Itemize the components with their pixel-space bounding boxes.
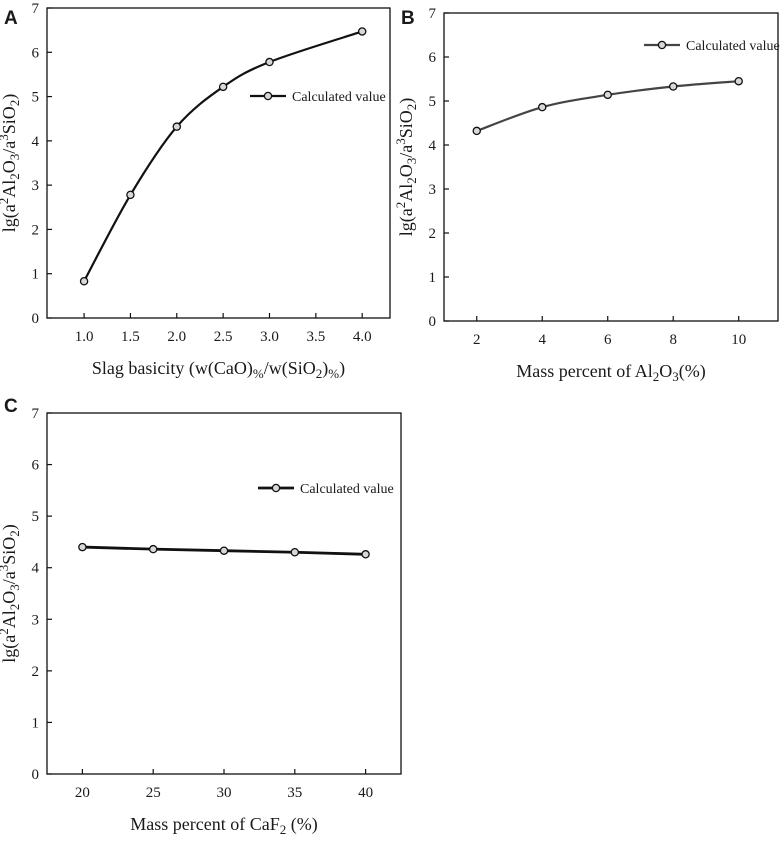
panel-letter-c: C — [4, 396, 18, 417]
x-tick-label: 4 — [538, 332, 546, 348]
y-tick-label: 0 — [32, 767, 40, 783]
x-tick-label: 2.0 — [167, 329, 186, 345]
data-point — [603, 90, 612, 100]
plot-frame — [443, 12, 779, 322]
x-tick-label: 1.0 — [75, 329, 94, 345]
y-tick-label: 1 — [32, 267, 40, 283]
x-tick-label: 35 — [287, 785, 302, 801]
y-axis-title: lg(a2Al2O3/a3SiO2) — [393, 98, 419, 237]
x-tick-label: 2 — [473, 332, 481, 348]
series-line — [476, 80, 739, 132]
x-tick-label: 10 — [731, 332, 746, 348]
data-point — [472, 126, 481, 136]
y-tick-label: 6 — [32, 458, 40, 474]
x-tick-label: 8 — [669, 332, 677, 348]
y-tick-label: 3 — [429, 182, 437, 198]
legend-label: Calculated value — [292, 90, 386, 105]
y-tick-label: 1 — [429, 270, 437, 286]
y-tick-label: 3 — [32, 612, 40, 628]
y-tick-label: 2 — [32, 664, 40, 680]
data-point — [265, 57, 274, 67]
y-tick-label: 0 — [429, 314, 437, 330]
y-tick-label: 4 — [429, 138, 437, 154]
data-point — [78, 542, 87, 552]
y-tick-label: 7 — [32, 1, 40, 17]
x-tick-label: 6 — [604, 332, 612, 348]
y-tick-label: 5 — [32, 509, 40, 525]
data-point — [79, 276, 89, 286]
data-point — [357, 27, 367, 36]
y-tick-label: 3 — [32, 178, 40, 194]
plot-frame — [46, 412, 402, 775]
x-tick-label: 3.0 — [260, 329, 279, 345]
data-point — [126, 190, 135, 200]
y-tick-label: 4 — [32, 561, 40, 577]
y-tick-label: 5 — [429, 94, 437, 110]
x-tick-label: 40 — [358, 785, 373, 801]
panel-a: A 0 1 2 3 4 5 6 7 1.0 1.5 2.0 2.5 3.0 3.5 4.0 Slag basic… — [0, 1, 391, 381]
x-tick-label: 2.5 — [214, 329, 233, 345]
legend-marker — [657, 40, 667, 50]
y-tick-label: 7 — [32, 406, 40, 422]
x-axis-title: Mass percent of CaF2 (%) — [130, 814, 317, 837]
data-point — [734, 76, 743, 86]
y-tick-label: 6 — [32, 45, 40, 61]
data-point — [219, 546, 229, 555]
legend-label: Calculated value — [300, 482, 394, 497]
x-tick-label: 3.5 — [306, 329, 325, 345]
y-tick-label: 0 — [32, 311, 40, 327]
y-tick-label: 2 — [429, 226, 437, 242]
data-point — [290, 547, 300, 557]
data-point — [668, 82, 678, 91]
x-axis-title: Mass percent of Al2O3(%) — [516, 361, 705, 384]
plot-frame — [46, 7, 391, 319]
panel-letter-b: B — [401, 8, 415, 29]
y-tick-label: 5 — [32, 90, 40, 106]
x-tick-label: 25 — [146, 785, 161, 801]
data-point — [148, 544, 158, 554]
panel-b: B 0 1 2 3 4 5 6 7 2 4 6 8 10 Mass percent of Al2O3(%) l… — [393, 6, 780, 384]
data-point — [218, 82, 228, 92]
panel-c: C 0 1 2 3 4 5 6 7 20 25 30 35 40 Mass percent of CaF2 … — [0, 396, 402, 837]
y-tick-label: 6 — [429, 50, 437, 66]
y-axis-title: lg(a2Al2O3/a3SiO2) — [0, 94, 22, 233]
y-tick-label: 1 — [32, 715, 40, 731]
y-tick-label: 2 — [32, 222, 40, 238]
x-tick-label: 30 — [217, 785, 232, 801]
data-point — [537, 102, 547, 112]
y-tick-label: 7 — [429, 6, 437, 22]
legend-label: Calculated value — [686, 39, 780, 54]
x-tick-label: 4.0 — [353, 329, 372, 345]
panel-letter-a: A — [4, 8, 18, 29]
x-axis-title: Slag basicity (w(CaO)%/w(SiO2)%) — [92, 358, 345, 381]
legend-marker — [271, 483, 281, 493]
series-line — [83, 30, 363, 282]
data-point — [172, 122, 182, 131]
y-tick-label: 4 — [32, 134, 40, 150]
y-axis-title: lg(a2Al2O3/a3SiO2) — [0, 524, 22, 663]
x-tick-label: 1.5 — [121, 329, 140, 345]
legend-marker — [263, 91, 273, 101]
data-point — [361, 550, 370, 559]
x-tick-label: 20 — [75, 785, 90, 801]
